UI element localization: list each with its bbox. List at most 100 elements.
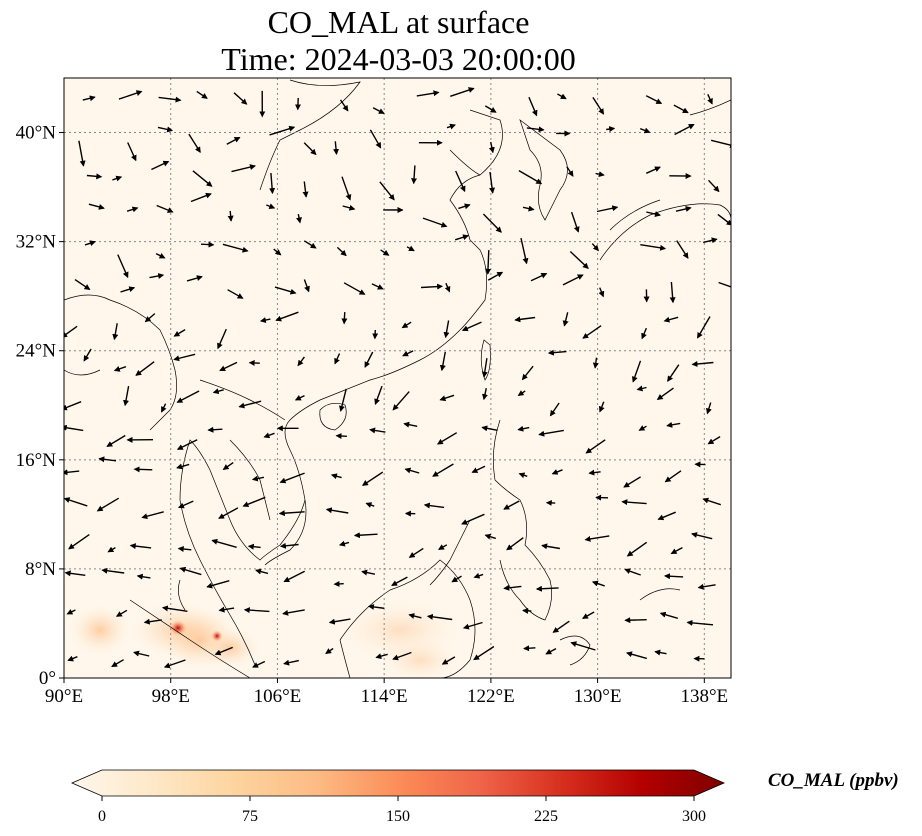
- wind-arrow: [718, 281, 731, 288]
- lon-tick-label: 138°E: [680, 686, 728, 707]
- wind-arrow: [115, 609, 128, 617]
- wind-arrow: [598, 401, 605, 413]
- wind-arrow: [401, 321, 412, 329]
- wind-arrow: [481, 358, 488, 378]
- wind-arrow: [624, 568, 641, 576]
- wind-arrow: [330, 473, 342, 480]
- wind-arrow: [518, 169, 543, 185]
- wind-arrow: [379, 181, 395, 201]
- wind-arrow: [64, 424, 84, 432]
- wind-arrow: [585, 439, 606, 454]
- wind-arrow: [64, 497, 88, 507]
- wind-arrow: [86, 173, 103, 180]
- wind-arrow: [176, 390, 200, 403]
- wind-arrow: [222, 462, 234, 470]
- wind-arrow: [365, 502, 375, 508]
- wind-arrow: [659, 611, 678, 619]
- wind-arrow: [696, 316, 711, 339]
- wind-arrow: [676, 240, 689, 259]
- wind-arrow: [667, 364, 680, 382]
- wind-arrow: [462, 621, 483, 630]
- wind-arrow: [666, 421, 681, 428]
- wind-arrow: [64, 469, 80, 476]
- wind-arrow: [227, 210, 234, 222]
- hotspot-malaysia: [211, 630, 223, 642]
- lat-tick-label: 40°N: [16, 123, 57, 144]
- gridlines: [64, 78, 731, 678]
- wind-arrow: [243, 607, 270, 614]
- wind-arrow: [155, 252, 166, 259]
- wind-arrow: [703, 237, 718, 244]
- wind-arrow: [487, 271, 504, 281]
- wind-arrow: [411, 165, 418, 185]
- wind-arrow: [200, 241, 215, 248]
- wind-arrow: [157, 126, 174, 133]
- wind-arrow: [302, 181, 309, 198]
- wind-arrow: [380, 249, 390, 256]
- hotspot-sumatra: [169, 620, 187, 636]
- wind-arrow: [439, 351, 446, 372]
- wind-arrow: [303, 142, 317, 156]
- wind-arrow: [179, 566, 202, 576]
- wind-arrow: [503, 584, 522, 591]
- colorbar-label: CO_MAL (ppbv): [768, 770, 899, 791]
- wind-arrow: [112, 323, 119, 341]
- wind-arrow: [717, 213, 731, 226]
- wind-arrow: [188, 133, 201, 153]
- wind-arrow: [520, 237, 529, 265]
- wind-arrow: [562, 274, 584, 286]
- wind-arrow: [67, 655, 78, 662]
- wind-arrow: [538, 429, 564, 437]
- wind-arrow: [160, 403, 167, 413]
- wind-arrow: [231, 164, 256, 173]
- wind-arrow: [88, 203, 105, 210]
- wind-arrow: [591, 580, 605, 587]
- wind-arrow: [278, 510, 305, 517]
- wind-arrow: [238, 400, 262, 409]
- wind-arrow: [530, 272, 548, 282]
- wind-arrow: [639, 127, 651, 134]
- colorbar-tick-label: 225: [534, 808, 558, 825]
- wind-arrow: [707, 179, 720, 193]
- wind-arrow: [697, 583, 716, 590]
- lon-tick-label: 130°E: [574, 686, 622, 707]
- wind-arrow: [294, 394, 305, 401]
- wind-arrow: [535, 585, 559, 592]
- wind-arrow: [303, 240, 317, 249]
- wind-arrow: [547, 349, 567, 356]
- wind-arrow: [120, 286, 136, 293]
- wind-arrow: [408, 547, 424, 558]
- wind-arrow: [391, 576, 408, 587]
- wind-arrow: [485, 250, 492, 275]
- wind-arrow: [219, 361, 238, 372]
- wind-arrow: [566, 166, 574, 177]
- wind-arrow: [279, 472, 305, 484]
- lon-tick-label: 98°E: [152, 686, 190, 707]
- wind-arrow: [441, 656, 456, 665]
- wind-arrow: [106, 434, 126, 447]
- wind-arrow: [526, 126, 545, 133]
- wind-arrow: [334, 353, 341, 365]
- wind-arrow: [406, 245, 415, 252]
- wind-arrow: [584, 535, 610, 542]
- wind-arrow: [283, 659, 299, 666]
- wind-arrow: [325, 507, 349, 514]
- map-frame: [63, 77, 732, 679]
- wind-arrow: [338, 540, 350, 547]
- wind-arrow: [192, 170, 213, 187]
- wind-arrow: [432, 463, 454, 477]
- wind-arrow: [420, 283, 444, 290]
- wind-arrow: [551, 469, 563, 475]
- wind-arrow: [488, 141, 495, 154]
- wind-arrow: [664, 573, 684, 580]
- wind-arrow: [686, 619, 714, 626]
- wind-arrow: [283, 570, 306, 583]
- wind-arrow: [541, 543, 561, 550]
- wind-arrow: [368, 603, 385, 610]
- wind-arrow: [217, 328, 227, 350]
- wind-arrow: [423, 502, 445, 509]
- wind-arrow: [263, 432, 275, 439]
- wind-arrow: [136, 573, 151, 580]
- wind-arrow: [471, 465, 486, 473]
- latitude-axis: 0° 8°N 16°N 24°N 32°N 40°N: [16, 123, 64, 689]
